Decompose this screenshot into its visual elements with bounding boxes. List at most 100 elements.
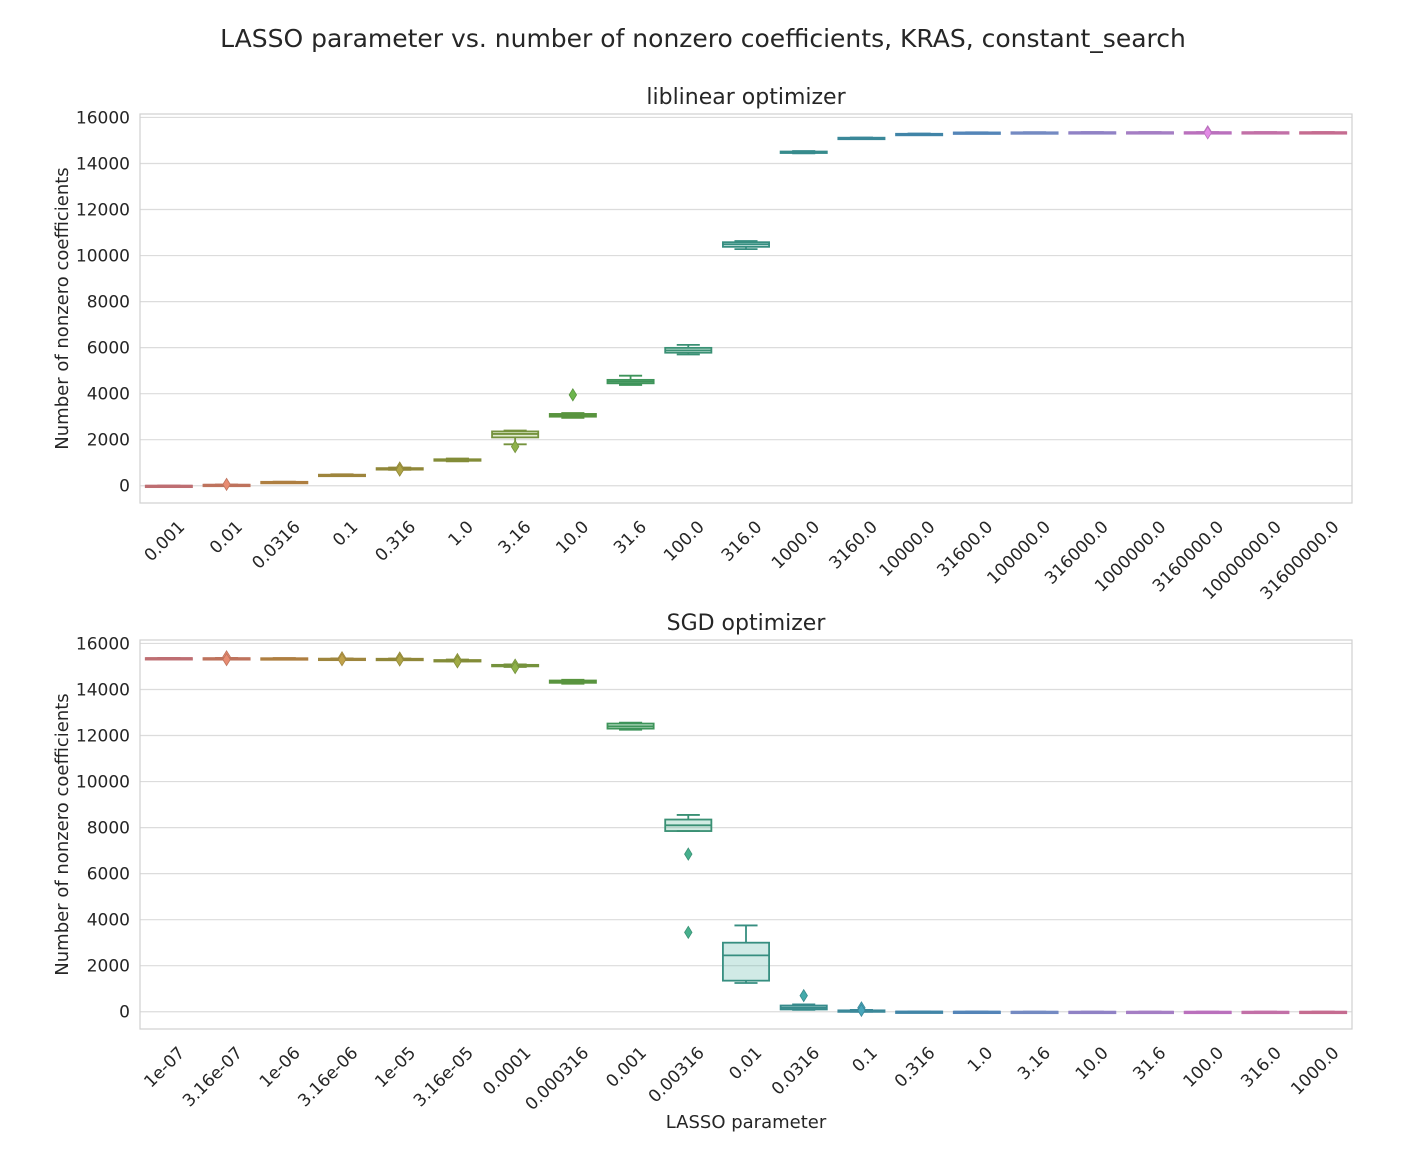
x-tick-label: 3.16 bbox=[495, 517, 536, 558]
x-tick-label: 0.316 bbox=[372, 517, 421, 566]
subplot-title: SGD optimizer bbox=[667, 611, 827, 636]
box-0.001: 0.001 bbox=[141, 484, 193, 566]
box-1e-05: 1e-05 bbox=[371, 651, 424, 1092]
y-tick-label: 0 bbox=[119, 477, 130, 497]
x-tick-label: 0.00316 bbox=[645, 1043, 709, 1107]
box-31600.0: 31600.0 bbox=[933, 131, 1001, 581]
x-tick-label: 1000.0 bbox=[768, 517, 824, 573]
flier-point bbox=[395, 653, 404, 667]
box-1e-07: 1e-07 bbox=[140, 657, 193, 1092]
y-tick-label: 0 bbox=[119, 1003, 130, 1023]
x-tick-label: 316.0 bbox=[1237, 1043, 1286, 1092]
flier-point bbox=[1203, 126, 1212, 140]
flier-point bbox=[857, 1003, 866, 1018]
box-316.0: 316.0 bbox=[1237, 1010, 1290, 1092]
box-1000.0: 1000.0 bbox=[768, 150, 828, 573]
x-tick-label: 31.6 bbox=[1129, 1043, 1170, 1084]
flier-point bbox=[222, 652, 231, 667]
box-0.001: 0.001 bbox=[602, 721, 655, 1092]
x-tick-label: 31.6 bbox=[610, 517, 651, 558]
y-axis-label: Number of nonzero coefficients bbox=[52, 167, 73, 449]
flier-point bbox=[337, 653, 347, 667]
y-tick-label: 6000 bbox=[87, 339, 130, 359]
box-3.16: 3.16 bbox=[1010, 1010, 1059, 1084]
y-tick-label: 14000 bbox=[76, 680, 130, 700]
panel-1: 0 2000 4000 6000 8000 10000 12000 14000 16000 lib… bbox=[52, 85, 1353, 604]
flier-point bbox=[510, 439, 520, 454]
x-tick-label: 3.16e-06 bbox=[294, 1043, 362, 1111]
box-0.00316: 0.00316 bbox=[645, 814, 713, 1107]
box-1.0: 1.0 bbox=[433, 457, 482, 550]
plot-frame bbox=[139, 639, 1353, 1030]
flier-point bbox=[222, 477, 231, 492]
x-tick-label: 0.0316 bbox=[768, 1043, 824, 1099]
x-tick-label: 3.16e-07 bbox=[179, 1043, 247, 1111]
box-100.0: 100.0 bbox=[660, 343, 713, 566]
x-tick-label: 0.001 bbox=[141, 517, 190, 566]
box-0.316: 0.316 bbox=[372, 461, 424, 566]
box-0.0316: 0.0316 bbox=[248, 480, 309, 573]
box-0.01: 0.01 bbox=[202, 477, 251, 558]
flier-point bbox=[684, 847, 693, 861]
y-tick-label: 4000 bbox=[87, 911, 130, 931]
y-tick-label: 6000 bbox=[87, 865, 130, 885]
box-1000.0: 1000.0 bbox=[1287, 1010, 1348, 1099]
x-tick-label: 3.16 bbox=[1014, 1043, 1055, 1084]
box-31.6: 31.6 bbox=[606, 374, 655, 558]
box-316000.0: 316000.0 bbox=[1041, 131, 1117, 589]
x-tick-label: 0.01 bbox=[725, 1043, 766, 1084]
y-tick-label: 12000 bbox=[76, 201, 130, 221]
x-tick-label: 1e-05 bbox=[371, 1043, 420, 1092]
box-1e-06: 1e-06 bbox=[256, 657, 309, 1092]
box-3.16: 3.16 bbox=[491, 429, 540, 558]
box-1.0: 1.0 bbox=[952, 1010, 1001, 1076]
y-tick-label: 16000 bbox=[76, 108, 130, 128]
y-tick-label: 10000 bbox=[76, 773, 130, 793]
x-tick-label: 0.0316 bbox=[248, 517, 304, 573]
box-100.0: 100.0 bbox=[1180, 1010, 1232, 1092]
x-tick-label: 0.000316 bbox=[522, 1043, 594, 1115]
x-axis-label: LASSO parameter bbox=[666, 1112, 827, 1133]
x-tick-label: 0.001 bbox=[602, 1043, 651, 1092]
y-tick-label: 14000 bbox=[76, 154, 130, 174]
x-tick-label: 3160.0 bbox=[826, 517, 882, 573]
box-10.0: 10.0 bbox=[548, 388, 597, 558]
flier-point bbox=[453, 655, 462, 669]
box-0.01: 0.01 bbox=[722, 924, 770, 1084]
x-tick-label: 1e-06 bbox=[256, 1043, 305, 1092]
flier-point bbox=[684, 925, 693, 940]
y-tick-label: 2000 bbox=[87, 957, 130, 977]
x-tick-label: 10.0 bbox=[552, 517, 593, 558]
figure-title: LASSO parameter vs. number of nonzero co… bbox=[220, 24, 1186, 53]
flier-point bbox=[568, 388, 578, 402]
flier-point bbox=[799, 988, 808, 1003]
box-iqr bbox=[722, 941, 770, 982]
x-tick-label: 10000.0 bbox=[876, 517, 940, 581]
box-3.16e-05: 3.16e-05 bbox=[410, 652, 482, 1111]
x-tick-label: 100.0 bbox=[660, 517, 709, 566]
box-3.16e-07: 3.16e-07 bbox=[179, 650, 251, 1111]
x-tick-label: 316.0 bbox=[718, 517, 767, 566]
x-tick-label: 0.1 bbox=[329, 517, 362, 550]
x-tick-label: 1000.0 bbox=[1287, 1043, 1343, 1099]
y-tick-label: 4000 bbox=[87, 385, 130, 405]
x-tick-label: 0.1 bbox=[849, 1043, 882, 1076]
y-tick-label: 8000 bbox=[87, 819, 130, 839]
flier-point bbox=[395, 463, 404, 477]
subplot-title: liblinear optimizer bbox=[646, 85, 846, 110]
x-tick-label: 1e-07 bbox=[140, 1043, 189, 1092]
x-tick-label: 100.0 bbox=[1180, 1043, 1229, 1092]
box-100000.0: 100000.0 bbox=[983, 131, 1059, 589]
box-3160.0: 3160.0 bbox=[826, 136, 886, 573]
box-316.0: 316.0 bbox=[718, 240, 770, 566]
y-tick-label: 2000 bbox=[87, 431, 130, 451]
box-10000.0: 10000.0 bbox=[876, 132, 944, 581]
box-0.1: 0.1 bbox=[837, 1001, 886, 1076]
flier-point bbox=[510, 660, 520, 675]
y-tick-label: 8000 bbox=[87, 293, 130, 313]
panel-2: 0 2000 4000 6000 8000 10000 12000 14000 16000 SGD… bbox=[52, 611, 1353, 1133]
x-tick-label: 0.316 bbox=[891, 1043, 940, 1092]
x-tick-label: 10.0 bbox=[1072, 1043, 1113, 1084]
x-tick-label: 0.0001 bbox=[479, 1043, 535, 1099]
